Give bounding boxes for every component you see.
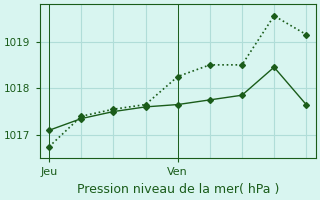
X-axis label: Pression niveau de la mer( hPa ): Pression niveau de la mer( hPa ) (76, 183, 279, 196)
